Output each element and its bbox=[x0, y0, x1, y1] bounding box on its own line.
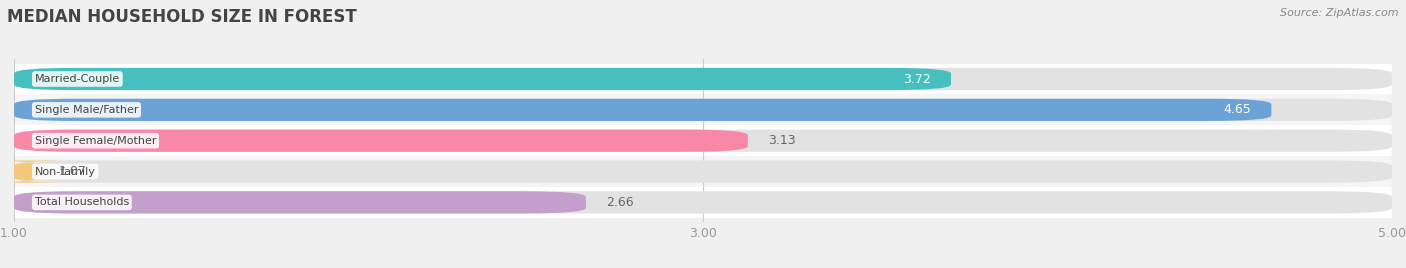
FancyBboxPatch shape bbox=[14, 191, 586, 214]
FancyBboxPatch shape bbox=[14, 99, 1392, 121]
Text: Source: ZipAtlas.com: Source: ZipAtlas.com bbox=[1281, 8, 1399, 18]
FancyBboxPatch shape bbox=[0, 161, 76, 183]
Text: 3.13: 3.13 bbox=[769, 134, 796, 147]
Bar bbox=[14, 94, 1392, 125]
Bar bbox=[14, 125, 1392, 156]
FancyBboxPatch shape bbox=[14, 99, 1271, 121]
Text: 3.72: 3.72 bbox=[903, 73, 931, 85]
FancyBboxPatch shape bbox=[14, 68, 950, 90]
FancyBboxPatch shape bbox=[14, 130, 748, 152]
Text: 2.66: 2.66 bbox=[606, 196, 634, 209]
FancyBboxPatch shape bbox=[14, 161, 1392, 183]
Bar bbox=[14, 64, 1392, 94]
Text: Total Households: Total Households bbox=[35, 198, 129, 207]
Text: MEDIAN HOUSEHOLD SIZE IN FOREST: MEDIAN HOUSEHOLD SIZE IN FOREST bbox=[7, 8, 357, 26]
Text: Single Male/Father: Single Male/Father bbox=[35, 105, 138, 115]
FancyBboxPatch shape bbox=[14, 191, 1392, 214]
Text: 1.07: 1.07 bbox=[59, 165, 87, 178]
Bar bbox=[14, 187, 1392, 218]
Text: Single Female/Mother: Single Female/Mother bbox=[35, 136, 156, 146]
Text: Non-family: Non-family bbox=[35, 166, 96, 177]
Text: 4.65: 4.65 bbox=[1223, 103, 1251, 116]
Text: Married-Couple: Married-Couple bbox=[35, 74, 120, 84]
FancyBboxPatch shape bbox=[14, 130, 1392, 152]
Bar bbox=[14, 156, 1392, 187]
FancyBboxPatch shape bbox=[14, 68, 1392, 90]
